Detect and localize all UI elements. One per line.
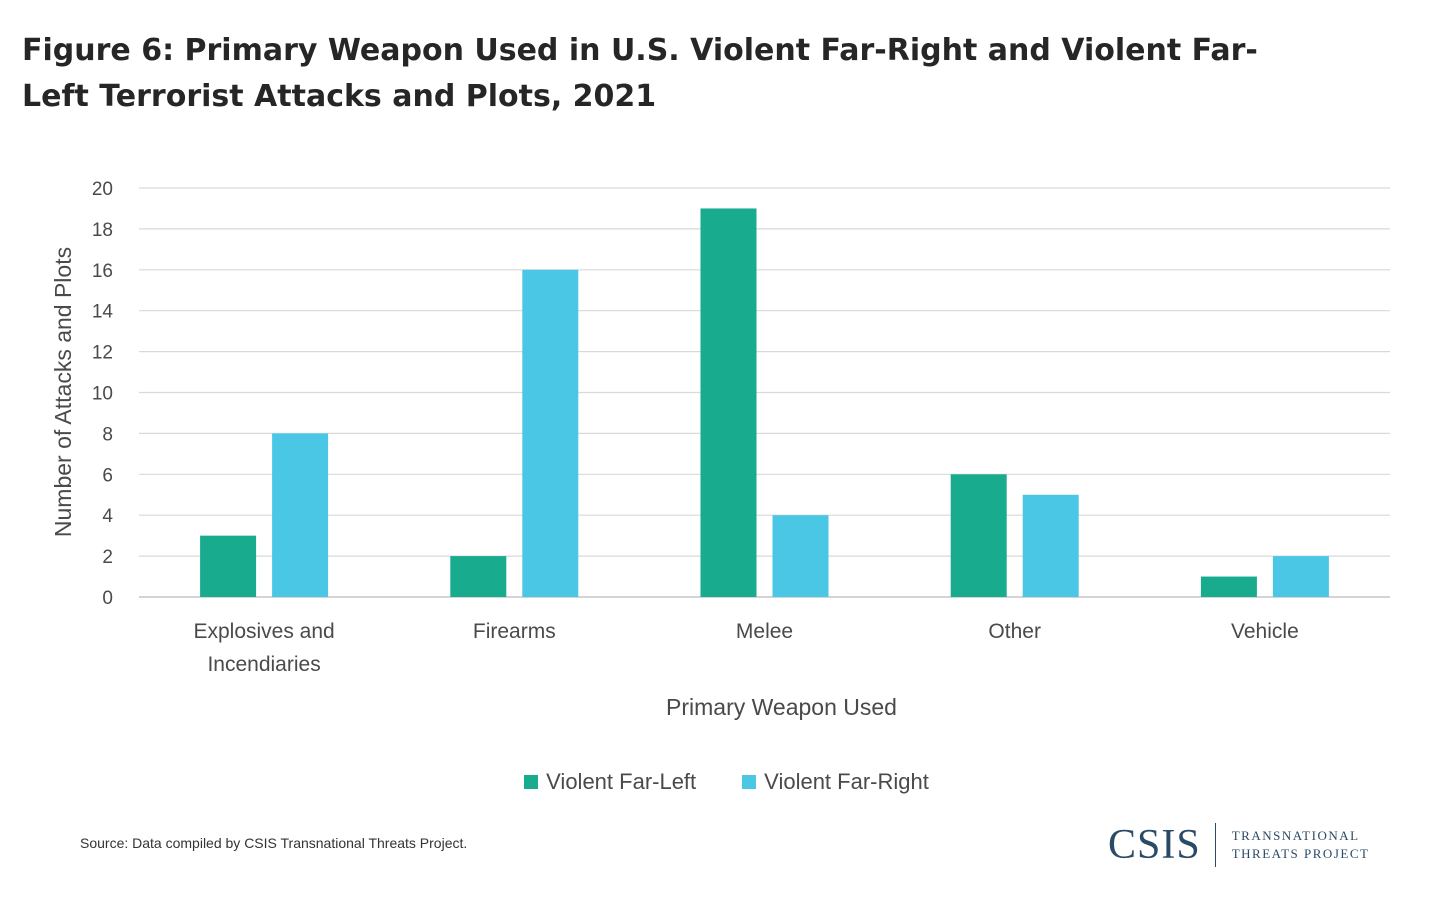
bar-violent-far-right-other: [1022, 494, 1079, 597]
bar-violent-far-right-melee: [772, 515, 829, 597]
legend-swatch: [742, 775, 757, 789]
legend-swatch: [524, 775, 539, 789]
x-tick-label: Firearms: [473, 620, 556, 643]
csis-logo: CSIS TRANSNATIONAL THREATS PROJECT: [1108, 820, 1369, 870]
y-tick-label: 12: [92, 343, 113, 364]
bar-violent-far-left-explosives-and-incendiaries: [200, 535, 257, 597]
logo-divider: [1214, 823, 1216, 867]
y-tick-label: 8: [102, 424, 113, 445]
bar-violent-far-left-firearms: [450, 556, 507, 597]
y-axis-title: Number of Attacks and Plots: [50, 247, 76, 537]
x-tick-label: Explosives and: [193, 620, 334, 643]
y-tick-label: 0: [102, 588, 113, 609]
y-tick-label: 6: [102, 465, 113, 486]
x-tick-label: Vehicle: [1231, 620, 1299, 643]
y-tick-label: 4: [102, 506, 113, 527]
bar-violent-far-right-firearms: [522, 269, 579, 597]
bar-violent-far-left-other: [950, 474, 1007, 597]
bar-violent-far-left-vehicle: [1200, 576, 1257, 597]
logo-wordmark: CSIS: [1108, 822, 1201, 868]
y-tick-label: 2: [102, 547, 113, 568]
logo-subtitle-line-1: TRANSNATIONAL: [1231, 828, 1360, 843]
bar-violent-far-right-explosives-and-incendiaries: [272, 433, 329, 597]
y-tick-label: 10: [92, 384, 113, 405]
y-tick-label: 16: [92, 261, 113, 282]
chart-title: Figure 6: Primary Weapon Used in U.S. Vi…: [22, 33, 1258, 114]
x-tick-label: Melee: [736, 620, 793, 643]
x-tick-label: Incendiaries: [207, 653, 320, 676]
logo-subtitle: TRANSNATIONAL THREATS PROJECT: [1232, 827, 1370, 863]
bar-violent-far-left-melee: [700, 208, 757, 597]
x-axis-title: Primary Weapon Used: [666, 694, 897, 720]
bar-violent-far-right-vehicle: [1272, 556, 1329, 597]
y-tick-label: 20: [92, 179, 113, 200]
legend-item: Violent Far-Right: [742, 769, 929, 795]
x-tick-label: Other: [988, 620, 1041, 643]
legend-label: Violent Far-Left: [546, 769, 697, 794]
legend-item: Violent Far-Left: [524, 769, 696, 795]
legend-label: Violent Far-Right: [764, 769, 929, 794]
logo-subtitle-line-2: THREATS PROJECT: [1231, 846, 1370, 861]
chart-legend: Violent Far-Left Violent Far-Right: [0, 766, 1431, 798]
y-tick-label: 18: [92, 220, 113, 241]
source-note: Source: Data compiled by CSIS Transnatio…: [80, 835, 468, 851]
bar-chart: 0 2 4 6 8 10 12 14 16 18 20 Explosives and Incendiar…: [50, 179, 1390, 720]
y-tick-label: 14: [92, 302, 114, 323]
